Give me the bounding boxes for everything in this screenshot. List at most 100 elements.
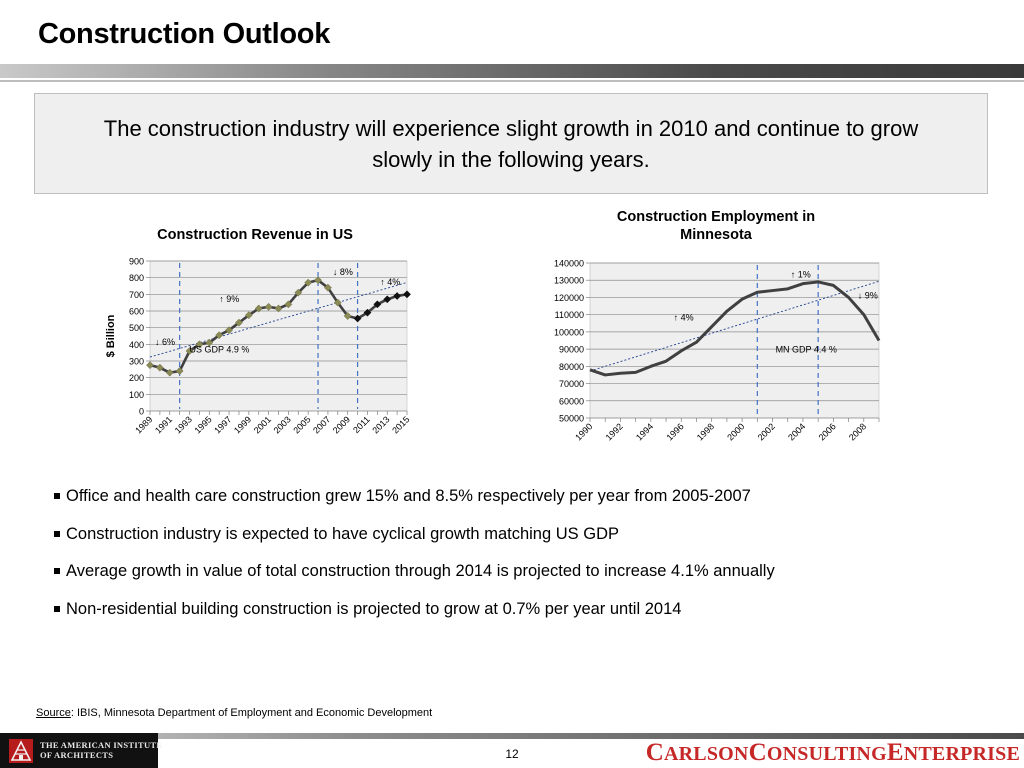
x-tick-label: 2013 [370,414,391,435]
y-tick-label: 900 [129,257,144,267]
x-tick-label: 2009 [331,414,352,435]
plot-area [149,260,408,412]
bullet-square-icon [54,568,60,574]
annotation-label: ↓ 9% [858,290,878,300]
data-point [274,304,283,313]
x-tick-label: 1991 [153,414,174,435]
data-point [185,347,194,355]
y-tick-label: 140000 [554,259,584,269]
bullet-item: Construction industry is expected to hav… [54,524,994,562]
source-label: Source [36,707,71,719]
annotation-label: MN GDP 4.4 % [776,345,837,355]
annotation-label: ↑ 1% [791,270,811,280]
x-tick-label: 1998 [695,421,716,442]
data-point [244,311,253,320]
source-note: Source: IBIS, Minnesota Department of Em… [36,707,432,719]
bullet-square-icon [54,605,60,612]
x-tick-label: 2006 [817,421,838,442]
data-point [205,338,214,347]
x-tick-label: 1993 [173,414,194,435]
y-tick-label: 90000 [559,345,584,355]
aia-emblem-icon [9,739,33,763]
data-point [373,300,382,309]
source-text: : IBIS, Minnesota Department of Employme… [70,707,433,719]
x-tick-label: 1995 [192,414,213,435]
y-tick-label: 50000 [559,414,584,424]
annotation-label: ↑ 4% [674,313,694,323]
revenue-chart: 0 100 200 300 400 500 600 700 800 900 198919911993… [105,257,411,436]
y-tick-label: 100 [129,390,144,400]
series-line [589,280,881,377]
data-point [284,300,293,309]
aia-logo-text: THE AMERICAN INSTITUTE OF ARCHITECTS [40,740,162,760]
bullet-square-icon [54,530,60,537]
x-tick-label: 1994 [634,421,655,442]
y-tick-label: 200 [129,373,144,383]
x-tick-label: 1999 [232,414,253,435]
footer-divider-bar [0,733,1024,739]
y-tick-label: 110000 [555,310,584,320]
data-point [333,298,342,307]
x-tick-label: 2003 [272,414,293,435]
annotation-label: ↑ 4% [380,277,400,287]
x-tick-label: 2005 [291,414,312,435]
data-point [225,326,234,335]
employment-chart: 50000 60000 70000 80000 90000 100000 110000 120… [554,259,881,443]
carlson-logo: CARLSONCONSULTINGENTERPRISE [645,739,1020,766]
data-point [393,292,402,300]
summary-callout-text: The construction industry will experienc… [103,115,919,172]
chart2-title: Construction Employment in Minnesota [616,209,816,243]
gdp-trendline [589,280,880,372]
bullet-item: Non-residential building construction is… [54,599,994,637]
x-tick-label: 2002 [756,421,777,442]
y-tick-label: 100000 [554,327,584,337]
aia-line2: OF ARCHITECTS [40,750,114,760]
data-point [363,308,372,317]
bullet-item: Average growth in value of total constru… [54,561,994,599]
data-point [304,278,313,287]
bullet-text: Construction industry is expected to hav… [66,524,619,543]
annotation-label: ↓ 8% [333,267,353,277]
x-tick-label: 2000 [725,421,746,442]
data-point [146,361,154,370]
x-tick-label: 2008 [847,421,868,442]
x-tick-label: 1989 [133,414,154,435]
plot-area [589,262,880,419]
x-tick-label: 1990 [573,421,594,442]
y-tick-label: 80000 [559,362,584,372]
data-point [294,288,303,297]
y-tick-label: 700 [129,290,144,300]
y-tick-label: 500 [129,323,144,333]
aia-line1: THE AMERICAN INSTITUTE [40,740,163,750]
data-point [314,276,322,285]
y-tick-label: 60000 [559,396,584,406]
bullet-list: Office and health care construction grew… [54,486,994,636]
data-point [323,283,332,292]
data-point [175,367,184,375]
y-tick-label: 130000 [554,276,584,286]
x-tick-label: 2007 [311,414,332,435]
data-point [343,312,352,320]
x-tick-label: 2015 [390,414,411,435]
y-tick-label: 70000 [559,379,584,389]
bullet-text: Non-residential building construction is… [66,599,682,618]
page-number: 12 [505,747,519,761]
data-point [403,290,411,299]
slide-title: Construction Outlook [38,18,331,50]
y-tick-label: 0 [139,407,144,417]
gdp-trendline [149,281,408,358]
annotation-label: ↑ 9% [219,294,239,304]
chart1-title: Construction Revenue in US [157,227,353,243]
y-tick-label: 400 [129,340,144,350]
y-tick-label: 120000 [554,293,584,303]
data-point [264,302,273,311]
data-point [215,331,224,340]
data-point [383,295,392,304]
summary-callout: The construction industry will experienc… [34,93,988,194]
x-tick-label: 1992 [604,421,625,442]
x-tick-label: 1996 [664,421,685,442]
bullet-square-icon [54,493,60,499]
header-divider-bar [0,64,1024,82]
data-point [235,318,243,327]
data-point [165,368,174,377]
